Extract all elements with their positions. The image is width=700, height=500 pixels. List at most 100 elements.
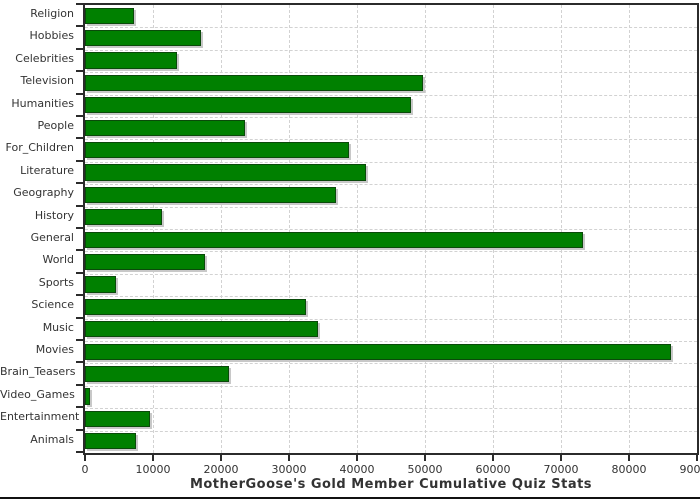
bar-movies — [85, 343, 672, 360]
gridline-horizontal — [85, 341, 697, 342]
bar-celebrities — [85, 52, 178, 69]
gridline-horizontal — [85, 408, 697, 410]
bar-geography — [85, 186, 336, 204]
gridline-horizontal — [85, 117, 697, 118]
gridline-horizontal — [85, 94, 697, 96]
x-axis-tick-label: 10000 — [135, 463, 171, 476]
x-axis-tick — [696, 455, 698, 461]
x-axis-tick — [560, 455, 562, 461]
y-axis-label: Music — [42, 320, 74, 334]
bar-science — [85, 298, 306, 316]
x-axis-tick-label: 40000 — [339, 463, 375, 476]
gridline-horizontal — [85, 273, 697, 275]
bar-hobbies — [85, 29, 201, 47]
x-axis-tick-label: 50000 — [407, 463, 443, 476]
y-axis-tick — [76, 3, 83, 5]
y-axis-tick — [76, 25, 83, 28]
bar-television — [85, 74, 423, 92]
y-axis-tick — [76, 361, 83, 364]
y-axis-tick — [76, 383, 83, 386]
x-axis-tick — [288, 455, 290, 461]
gridline-horizontal — [85, 184, 697, 186]
y-axis-label: Brain_Teasers — [0, 365, 76, 379]
bar-world — [85, 253, 205, 271]
y-axis-label: Entertainment — [0, 410, 80, 424]
y-axis-label: Literature — [20, 163, 74, 177]
y-axis-label: Geography — [13, 186, 74, 200]
y-axis-tick — [76, 70, 83, 73]
x-axis-tick — [356, 455, 358, 461]
y-axis-label: Science — [31, 298, 74, 312]
x-axis-tick-label: 60000 — [475, 463, 511, 476]
x-axis-tick — [492, 455, 494, 461]
bar-music — [85, 321, 319, 338]
plot-area — [83, 3, 699, 455]
bar-history — [85, 209, 162, 226]
y-axis-label: General — [30, 231, 74, 244]
gridline-horizontal — [85, 139, 697, 141]
bottom-border-line — [0, 497, 700, 499]
y-axis-label: Video_Games — [0, 387, 75, 401]
gridline-horizontal — [85, 385, 697, 387]
y-axis-label: Humanities — [11, 96, 74, 110]
chart-title: MotherGoose's Gold Member Cumulative Qui… — [189, 477, 593, 492]
bar-video_games — [85, 388, 90, 405]
y-axis-tick — [76, 159, 83, 162]
y-axis-tick — [76, 271, 83, 274]
bar-sports — [85, 276, 117, 293]
gridline-horizontal — [85, 318, 697, 320]
bar-animals — [85, 433, 136, 450]
y-axis-tick — [76, 137, 83, 140]
y-axis-label: Animals — [30, 432, 74, 446]
bar-general — [85, 231, 584, 248]
bar-entertainment — [85, 410, 151, 428]
y-axis-tick — [76, 339, 83, 341]
gridline-horizontal — [85, 206, 697, 208]
y-axis-tick — [76, 115, 83, 117]
y-axis-label: For_Children — [5, 141, 74, 155]
x-axis-tick — [628, 455, 630, 461]
bar-religion — [85, 7, 134, 24]
gridline-horizontal — [85, 430, 697, 432]
bar-humanities — [85, 97, 412, 114]
y-axis-tick — [76, 92, 83, 95]
gridline-horizontal — [85, 296, 697, 298]
gridline-horizontal — [85, 72, 697, 74]
x-axis-tick — [424, 455, 426, 461]
y-axis-label: Hobbies — [29, 29, 74, 43]
gridline-horizontal — [85, 49, 697, 51]
x-axis-tick-label: 0 — [81, 463, 89, 476]
x-axis-tick — [220, 455, 222, 461]
gridline-horizontal — [85, 229, 697, 230]
y-axis-tick — [76, 406, 83, 409]
x-axis-tick — [84, 455, 86, 461]
gridline-horizontal — [85, 251, 697, 253]
y-axis-tick — [76, 451, 83, 453]
gridline-horizontal — [85, 363, 697, 365]
x-axis-tick-label: 80000 — [611, 463, 647, 476]
gridline-horizontal — [85, 161, 697, 163]
bar-literature — [85, 164, 366, 181]
y-axis-tick — [76, 316, 83, 319]
y-axis-label: Celebrities — [15, 51, 74, 65]
bar-for_children — [85, 141, 349, 159]
y-axis-tick — [76, 227, 83, 229]
x-axis-tick-label: 70000 — [543, 463, 579, 476]
y-axis-tick — [76, 249, 83, 252]
y-axis-label: Religion — [30, 7, 74, 20]
y-axis-tick — [76, 428, 83, 431]
bar-people — [85, 119, 246, 136]
x-axis-tick — [152, 455, 154, 461]
y-axis-label: Sports — [38, 275, 74, 289]
y-axis-tick — [76, 182, 83, 185]
y-axis-tick — [76, 204, 83, 207]
x-axis-tick-label: 30000 — [271, 463, 307, 476]
y-axis-label: Television — [20, 74, 75, 88]
y-axis-label: People — [37, 119, 74, 132]
x-axis-tick-label: 90000 — [679, 463, 700, 476]
y-axis-label: Movies — [35, 343, 74, 356]
y-axis-tick — [76, 294, 83, 297]
bar-brain_teasers — [85, 365, 230, 383]
y-axis-tick — [76, 47, 83, 50]
